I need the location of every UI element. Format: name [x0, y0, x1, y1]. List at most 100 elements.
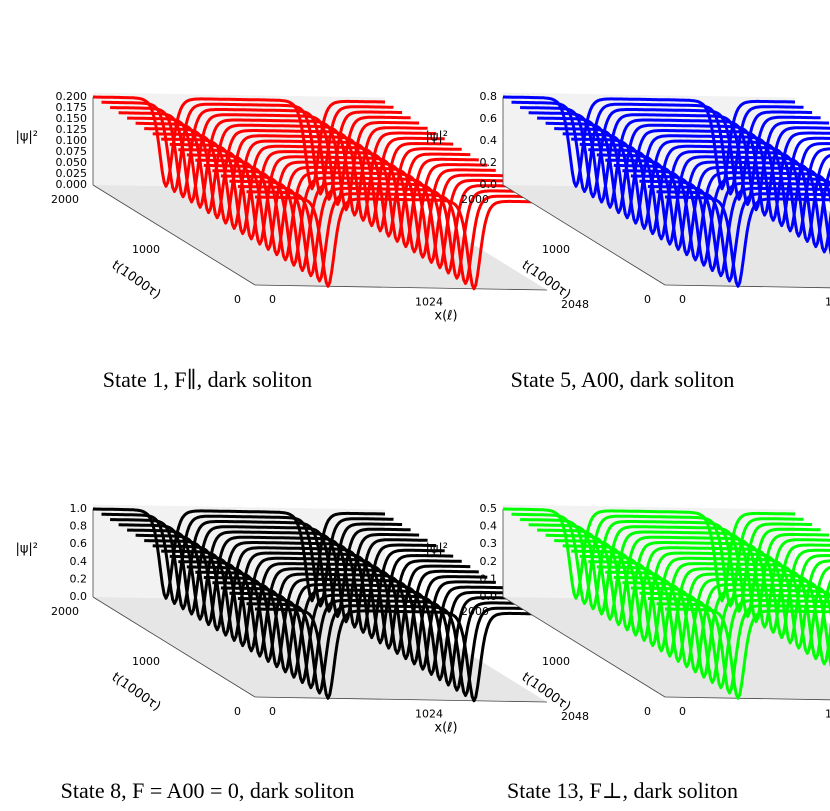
series-slice-line	[545, 121, 830, 217]
z-tick-label: 0.2	[480, 156, 498, 169]
series-slice-line	[579, 554, 830, 650]
series-slice-line	[152, 544, 445, 640]
series-slice-line	[647, 185, 830, 278]
z-tick-label: 0.8	[480, 90, 498, 103]
series-slice-line	[203, 163, 496, 259]
t-tick-label: 2000	[51, 193, 79, 206]
series-slice-line	[528, 523, 821, 618]
x-tick-label: 0	[269, 293, 276, 306]
x-axis-line	[254, 696, 548, 703]
t-tick-label: 1000	[542, 655, 570, 668]
series-slice-line	[588, 560, 830, 655]
series-slice-line	[613, 163, 830, 257]
t-tick-label: 0	[644, 293, 651, 306]
t-tick-label: 0	[644, 705, 651, 718]
series-slice-line	[537, 528, 830, 624]
series-slice-line	[665, 195, 830, 288]
x-axis-label: x(ℓ)	[434, 721, 457, 736]
z-tick-label: 0.0	[70, 590, 88, 603]
series-slice-line	[93, 95, 385, 191]
series-slice-line	[579, 142, 830, 238]
series-slice-line	[101, 100, 394, 196]
z-axis-label: |ψ|²	[15, 542, 38, 557]
series-slice-line	[186, 565, 479, 661]
t-tick-label: 2000	[461, 605, 489, 618]
z-tick-label: 0.150	[56, 112, 88, 125]
t-tick-label: 2000	[51, 605, 79, 618]
z-tick-label: 0.075	[56, 145, 88, 158]
caption-state-1: State 1, F∥, dark soliton	[0, 367, 415, 393]
series-slice-line	[520, 518, 813, 613]
series-slice-line	[596, 153, 830, 249]
series-slice-line	[571, 137, 830, 233]
x-tick-label: 1024	[825, 708, 830, 721]
caption-state-8: State 8, F = A00 = 0, dark soliton	[0, 778, 415, 804]
series-slice-line	[220, 174, 513, 270]
chart-state-1: 0.0000.0250.0500.0750.1000.1250.1500.175…	[15, 90, 589, 324]
z-tick-label: 0.4	[70, 555, 88, 568]
series-slice-line	[169, 554, 462, 650]
x-axis-label: x(ℓ)	[434, 309, 457, 324]
t-tick-label: 0	[234, 293, 241, 306]
series-slice-line	[605, 158, 830, 254]
series-slice-line	[647, 597, 830, 690]
t-tick-label: 1000	[132, 243, 160, 256]
z-tick-label: 0.0	[480, 178, 498, 191]
series-slice-line	[503, 507, 795, 603]
series-slice-line	[220, 586, 513, 682]
t-axis-label: t(1000τ)	[109, 258, 164, 302]
x-tick-label: 1024	[825, 296, 830, 309]
x-tick-label: 0	[679, 293, 686, 306]
series-slice-line	[152, 132, 445, 228]
series-slice-line	[127, 528, 420, 624]
z-tick-label: 0.6	[70, 537, 88, 550]
z-axis-label: |ψ|²	[425, 542, 448, 557]
z-tick-label: 0.6	[480, 112, 498, 125]
z-tick-label: 0.100	[56, 134, 88, 147]
series-slice-line	[596, 565, 830, 661]
series-slice-line	[656, 602, 830, 695]
series-slice-line	[93, 507, 385, 603]
caption-state-13: State 13, F⊥, dark soliton	[415, 778, 830, 804]
series-slice-line	[110, 106, 403, 201]
series-slice-line	[127, 116, 420, 212]
series-slice-line	[161, 549, 454, 645]
t-tick-label: 1000	[132, 655, 160, 668]
series-slice-line	[135, 533, 428, 629]
x-tick-label: 2048	[561, 298, 589, 311]
series-slice-line	[178, 148, 471, 243]
series-slice-line	[229, 591, 522, 687]
series-slice-line	[195, 570, 488, 666]
caption-state-8-text: State 8, F = A00 = 0, dark soliton	[60, 778, 355, 803]
chart-state-8: 0.0 0.2 0.4 0.6 0.8 1.0 |ψ|² 0 1000 2000 t(1000τ) 0…	[15, 502, 589, 736]
series-slice-line	[144, 127, 437, 222]
series-slice-line	[144, 539, 437, 634]
z-tick-label: 0.1	[480, 572, 498, 585]
series-slice-line	[246, 602, 539, 697]
z-tick-label: 0.175	[56, 101, 88, 114]
series-slice-line	[537, 116, 830, 212]
series-slice-line	[229, 179, 522, 275]
t-axis-line	[502, 596, 666, 698]
caption-state-13-text: State 13, F⊥, dark soliton	[507, 778, 738, 803]
t-axis-line	[92, 184, 256, 286]
z-tick-label: 0.5	[480, 502, 498, 515]
z-tick-label: 0.2	[480, 555, 498, 568]
series-slice-line	[255, 607, 547, 703]
series-slice-line	[554, 539, 830, 634]
series-slice-line	[212, 581, 505, 676]
series-slice-line	[562, 132, 830, 228]
z-tick-label: 1.0	[70, 502, 88, 515]
t-tick-label: 1000	[542, 243, 570, 256]
series-slice-line	[503, 95, 795, 191]
x-tick-label: 2048	[561, 710, 589, 723]
series-slice-line	[545, 533, 830, 629]
series-slice-line	[178, 560, 471, 655]
series-slice-line	[118, 111, 411, 206]
x-tick-label: 0	[679, 705, 686, 718]
x-tick-label: 1024	[415, 708, 443, 721]
x-tick-label: 1024	[415, 296, 443, 309]
series-slice-line	[255, 195, 547, 291]
z-tick-label: 0.4	[480, 134, 498, 147]
